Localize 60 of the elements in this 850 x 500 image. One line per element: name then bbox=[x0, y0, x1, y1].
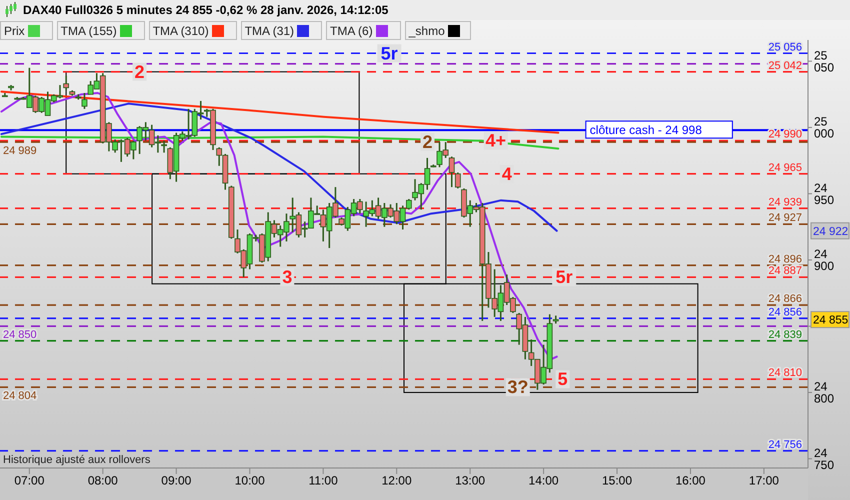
x-tick-label: 12:00 bbox=[382, 474, 412, 488]
ref-line-label: 24 810 bbox=[768, 367, 802, 380]
ref-line-label: 24 965 bbox=[768, 162, 802, 174]
x-tick-label: 07:00 bbox=[14, 474, 45, 488]
ref-line-label: 24 756 bbox=[768, 438, 802, 451]
x-tick-label: 14:00 bbox=[528, 474, 559, 488]
legend-label: TMA (155) bbox=[60, 24, 117, 38]
annotation: 2 bbox=[134, 62, 145, 82]
legend-label: TMA (310) bbox=[152, 24, 209, 38]
ref-line-label: 24 804 bbox=[3, 390, 37, 402]
chart-title: DAX40 Full0326 5 minutes 24 855 -0,62 % 28 janv. 2026, 14:12:05 bbox=[23, 3, 388, 17]
annotation: 24 922 bbox=[813, 226, 848, 238]
annotation: Historique ajusté aux rollovers bbox=[3, 454, 151, 466]
legend-label: Prix bbox=[4, 24, 25, 38]
annotation: 3? bbox=[507, 377, 528, 398]
candlestick bbox=[161, 140, 167, 154]
legend-label: TMA (6) bbox=[330, 24, 373, 38]
annotation: 4 bbox=[502, 164, 512, 184]
annotation: 2 bbox=[422, 132, 433, 152]
annotation: 5 bbox=[558, 369, 568, 390]
candlestick bbox=[448, 156, 455, 188]
ref-line-label: 24 989 bbox=[3, 145, 37, 158]
x-tick-label: 16:00 bbox=[675, 474, 706, 488]
ref-line-label: 24 927 bbox=[768, 212, 802, 224]
line-series bbox=[0, 90, 560, 134]
x-tick-label: 17:00 bbox=[748, 474, 780, 488]
x-tick-label: 10:00 bbox=[234, 474, 266, 488]
annotation: 5r bbox=[556, 267, 573, 288]
legend-label: TMA (31) bbox=[244, 24, 294, 38]
x-tick-label: 08:00 bbox=[88, 474, 118, 488]
ref-line-label: 24 896 bbox=[768, 253, 802, 266]
candlestick bbox=[454, 172, 461, 190]
x-tick-label: 11:00 bbox=[308, 474, 338, 488]
y-tick-label: 25 050 bbox=[814, 48, 834, 74]
ref-line-label: clôture cash - 24 998 bbox=[590, 123, 702, 138]
y-tick-label: 24 950 bbox=[814, 180, 834, 207]
line-series bbox=[0, 92, 558, 360]
annotation: 3 bbox=[282, 267, 292, 288]
ref-line-label: 24 839 bbox=[768, 328, 802, 341]
ref-line-label: 24 887 bbox=[768, 265, 802, 278]
candlestick bbox=[82, 92, 88, 110]
annotation: 24 855 bbox=[813, 314, 848, 327]
ref-line-label: 24 850 bbox=[3, 329, 37, 342]
ref-line-label: 24 866 bbox=[768, 293, 802, 306]
line-series bbox=[0, 102, 558, 232]
y-tick-label: 24 800 bbox=[814, 380, 834, 406]
x-tick-label: 13:00 bbox=[455, 474, 486, 488]
ref-line-label: 24 939 bbox=[768, 196, 802, 208]
candlestick bbox=[63, 75, 70, 92]
annotation: 5r bbox=[380, 43, 398, 64]
y-tick-label: 24 900 bbox=[814, 247, 834, 274]
text: _shmo bbox=[408, 24, 445, 38]
ref-line-label: 24 990 bbox=[768, 128, 802, 141]
y-tick-label: 24 750 bbox=[814, 446, 834, 472]
ref-line-label: 25 056 bbox=[768, 41, 802, 54]
ref-line-label: 24 856 bbox=[768, 306, 802, 318]
x-tick-label: 09:00 bbox=[161, 474, 192, 488]
annotation: 4+ bbox=[486, 130, 506, 151]
y-tick-label: 25 000 bbox=[814, 114, 834, 141]
x-tick-label: 15:00 bbox=[602, 474, 632, 488]
